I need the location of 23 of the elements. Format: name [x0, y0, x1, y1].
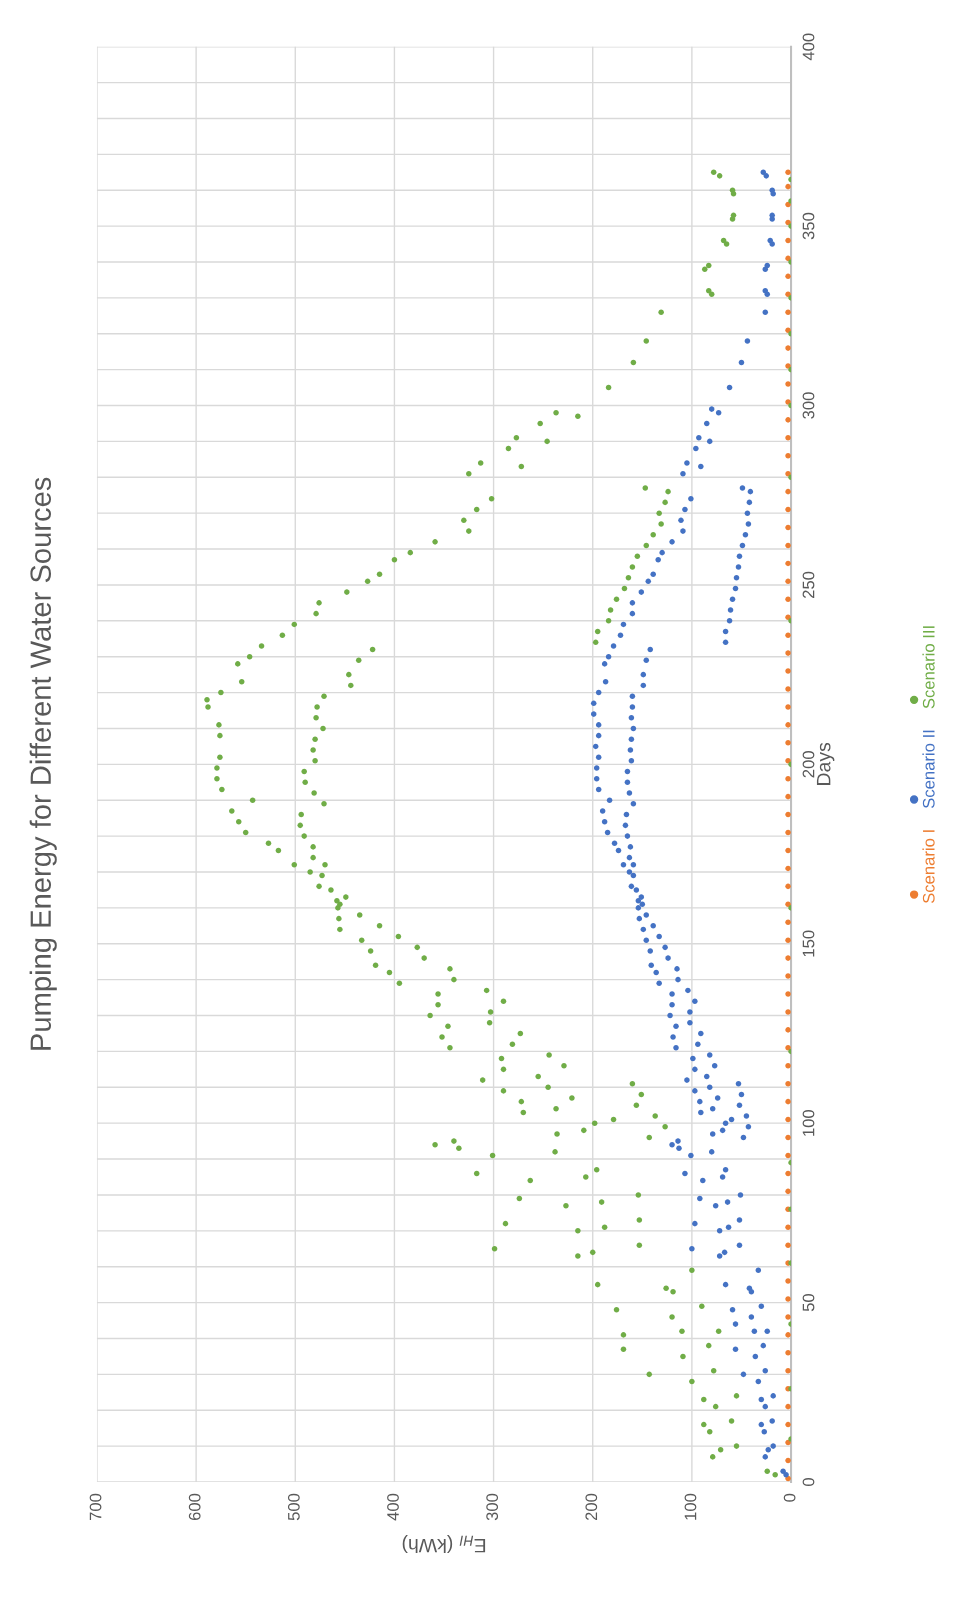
y-tick-label: 150	[802, 930, 815, 957]
x-tick-label: 0	[783, 1493, 796, 1502]
y-tick-label: 50	[802, 1293, 815, 1312]
x-axis-title: E$_{HI}$ (kWh)	[402, 1534, 486, 1554]
y-tick-label: 350	[802, 212, 815, 240]
text: Pumping Energy for Different Water Sources	[29, 477, 57, 1050]
y-tick-label: 0	[802, 1478, 815, 1486]
y-tick-label: 100	[802, 1109, 815, 1136]
y-tick-label: 200	[802, 751, 815, 778]
y-axis-title: Days	[816, 742, 835, 785]
text: Scenario I	[922, 830, 935, 904]
y-tick-label: 400	[802, 33, 815, 61]
y-tick-label: 300	[802, 392, 815, 419]
x-tick-label: 500	[287, 1493, 300, 1521]
text: Scenario II	[922, 730, 935, 809]
y-tick-label: 250	[802, 571, 815, 598]
x-tick-label: 100	[684, 1493, 697, 1520]
text: Scenario III	[922, 626, 935, 709]
x-tick-label: 600	[188, 1493, 201, 1521]
x-tick-label: 300	[486, 1493, 499, 1521]
x-tick-label: 200	[585, 1493, 598, 1521]
x-tick-label: 400	[387, 1493, 399, 1521]
x-tick-label: 700	[89, 1493, 102, 1521]
